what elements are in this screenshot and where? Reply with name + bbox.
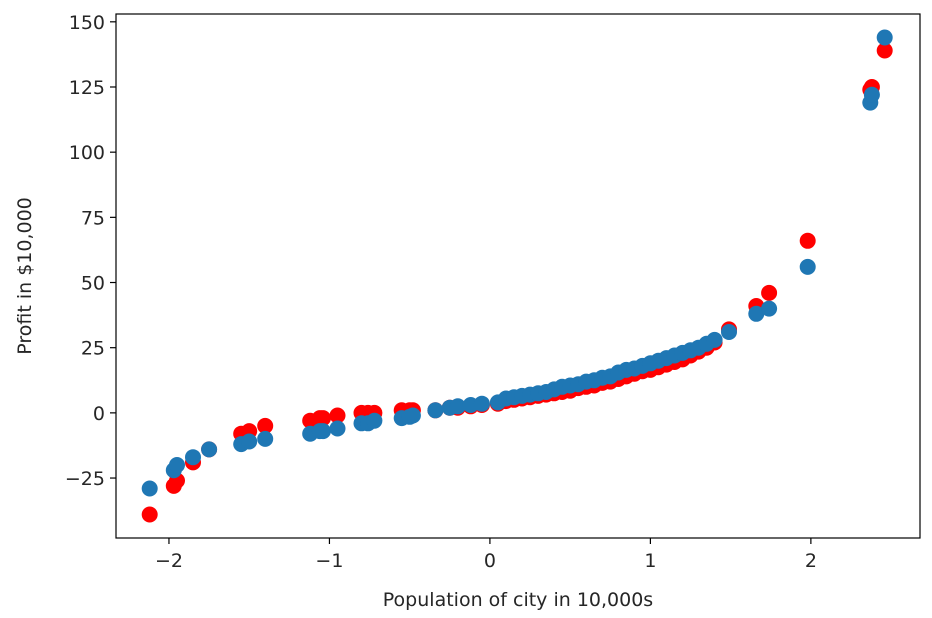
- y-tick-label: 125: [69, 77, 105, 99]
- scatter-point-s1-11: [315, 410, 331, 427]
- scatter-point-s2-1: [141, 480, 158, 497]
- scatter-point-s1-55: [799, 232, 816, 249]
- y-tick-label: 0: [93, 403, 105, 425]
- scatter-point-s2-15: [366, 412, 383, 429]
- scatter-point-s2-12: [329, 420, 346, 437]
- x-axis-label: Population of city in 10,000s: [383, 589, 653, 611]
- y-tick-label: 25: [81, 338, 105, 360]
- x-tick-label: −2: [155, 550, 183, 572]
- x-tick-label: −1: [315, 550, 343, 572]
- scatter-point-s2-23: [473, 395, 490, 412]
- y-tick-label: −25: [65, 468, 105, 490]
- scatter-point-s2-18: [404, 407, 421, 424]
- scatter-point-s2-54: [761, 300, 778, 317]
- scatter-point-s1-54: [761, 284, 778, 301]
- scatter-point-s2-58: [876, 29, 893, 46]
- scatter-point-s2-4: [185, 449, 201, 466]
- scatter-point-s2-11: [315, 423, 331, 440]
- scatter-point-s2-8: [257, 430, 274, 447]
- x-tick-label: 1: [644, 550, 656, 572]
- plot-frame: [115, 13, 921, 539]
- scatter-point-s2-53: [748, 305, 765, 322]
- scatter-point-s2-3: [169, 457, 185, 473]
- scatter-point-s1-12: [329, 407, 346, 424]
- y-tick-label: 100: [69, 142, 105, 164]
- scatter-point-s2-51: [706, 331, 723, 348]
- points-layer: [141, 29, 893, 523]
- scatter-point-s1-8: [257, 417, 274, 434]
- y-axis-label: Profit in $10,000: [14, 197, 36, 355]
- scatter-point-s2-5: [201, 441, 218, 458]
- y-tick-label: 75: [81, 207, 105, 229]
- scatter-point-s2-7: [241, 433, 258, 450]
- y-tick-label: 150: [69, 12, 105, 34]
- x-tick-label: 2: [805, 550, 817, 572]
- scatter-point-s2-19: [427, 402, 444, 419]
- scatter-point-s2-21: [449, 398, 466, 415]
- scatter-point-s2-52: [721, 324, 737, 340]
- x-tick-label: 0: [484, 550, 496, 572]
- scatter-point-s2-57: [863, 86, 880, 103]
- scatter-point-s1-58: [876, 42, 893, 59]
- y-tick-label: 50: [81, 273, 105, 295]
- x-axis: −2 −1 0 1 2: [155, 538, 817, 572]
- scatter-point-s2-55: [799, 258, 816, 275]
- y-axis: −25 0 25 50 75 100 125 150: [65, 12, 116, 490]
- scatter-point-s1-1: [141, 506, 158, 523]
